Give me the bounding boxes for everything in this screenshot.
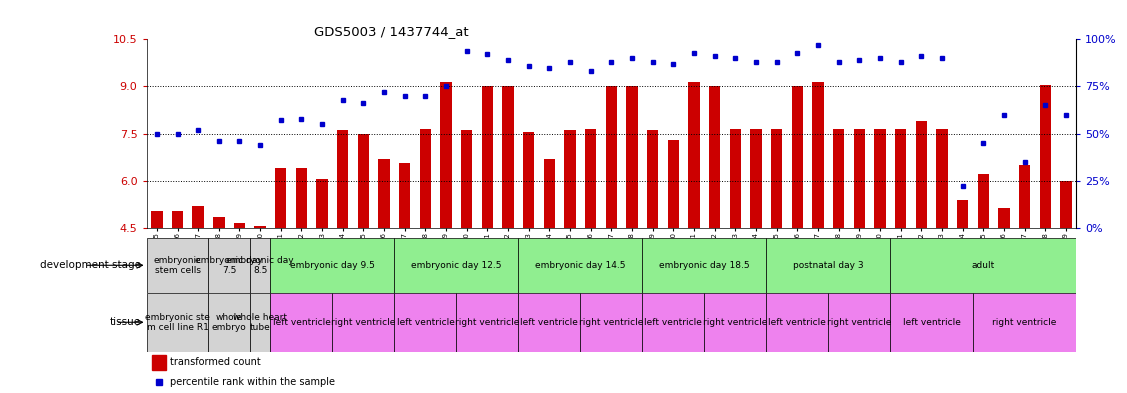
Bar <box>647 130 658 228</box>
Bar <box>456 293 518 352</box>
Text: embryonic day 14.5: embryonic day 14.5 <box>535 261 625 270</box>
Bar <box>729 129 742 228</box>
Bar <box>813 82 824 228</box>
Text: embryonic day 18.5: embryonic day 18.5 <box>659 261 749 270</box>
Text: left ventricle: left ventricle <box>521 318 578 327</box>
Text: whole heart
tube: whole heart tube <box>233 312 287 332</box>
Bar <box>357 134 370 228</box>
Bar <box>394 238 518 293</box>
Bar <box>233 223 246 228</box>
Bar <box>627 86 638 228</box>
Text: left ventricle: left ventricle <box>645 318 702 327</box>
Bar <box>147 238 208 293</box>
Text: left ventricle: left ventricle <box>397 318 454 327</box>
Bar <box>709 86 720 228</box>
Text: GDS5003 / 1437744_at: GDS5003 / 1437744_at <box>313 25 469 38</box>
Text: right ventricle: right ventricle <box>827 318 891 327</box>
Bar <box>875 129 886 228</box>
Bar <box>751 129 762 228</box>
Bar <box>250 238 270 293</box>
Text: whole
embryo: whole embryo <box>212 312 247 332</box>
Bar <box>295 168 308 228</box>
Bar <box>543 159 556 228</box>
Bar <box>481 86 494 228</box>
Bar <box>642 238 766 293</box>
Bar <box>332 293 394 352</box>
Bar <box>1019 165 1030 228</box>
Text: transformed count: transformed count <box>170 357 261 367</box>
Bar <box>704 293 766 352</box>
Text: embryonic ste
m cell line R1: embryonic ste m cell line R1 <box>145 312 210 332</box>
Text: right ventricle: right ventricle <box>993 318 1057 327</box>
Text: right ventricle: right ventricle <box>579 318 644 327</box>
Bar <box>1061 181 1072 228</box>
Bar <box>915 121 928 228</box>
Bar <box>565 130 576 228</box>
Bar <box>667 140 680 228</box>
Bar <box>419 129 432 228</box>
Bar <box>317 179 328 228</box>
Bar <box>937 129 948 228</box>
Bar <box>999 208 1010 228</box>
Text: right ventricle: right ventricle <box>455 318 520 327</box>
Bar <box>275 168 286 228</box>
Text: embryonic
stem cells: embryonic stem cells <box>153 255 202 275</box>
Bar <box>890 293 973 352</box>
Text: embryonic day
8.5: embryonic day 8.5 <box>227 255 294 275</box>
Bar <box>441 82 452 228</box>
Text: postnatal day 3: postnatal day 3 <box>793 261 863 270</box>
Bar <box>394 293 456 352</box>
Bar <box>503 86 514 228</box>
Text: right ventricle: right ventricle <box>331 318 396 327</box>
Bar <box>250 293 270 352</box>
Bar <box>461 130 472 228</box>
Bar <box>828 293 890 352</box>
Text: embryonic day
7.5: embryonic day 7.5 <box>195 255 263 275</box>
Bar <box>605 86 618 228</box>
Bar <box>379 159 390 228</box>
Bar <box>151 211 162 228</box>
Bar <box>585 129 596 228</box>
Bar <box>895 129 906 228</box>
Bar <box>890 238 1076 293</box>
Bar <box>580 293 642 352</box>
Bar <box>771 129 782 228</box>
Bar <box>642 293 704 352</box>
Bar <box>1039 85 1051 228</box>
Bar <box>766 238 890 293</box>
Bar <box>270 293 332 352</box>
Text: adult: adult <box>971 261 995 270</box>
Bar <box>766 293 828 352</box>
Text: development stage: development stage <box>39 260 141 270</box>
Bar <box>213 217 224 228</box>
Bar <box>791 86 804 228</box>
Bar <box>689 82 700 228</box>
Bar <box>973 293 1076 352</box>
Bar <box>171 211 184 228</box>
Text: left ventricle: left ventricle <box>273 318 330 327</box>
Bar <box>833 129 844 228</box>
Bar <box>957 200 968 228</box>
Bar <box>399 163 410 228</box>
Text: tissue: tissue <box>109 317 141 327</box>
Bar <box>208 238 250 293</box>
Text: left ventricle: left ventricle <box>903 318 960 327</box>
Text: embryonic day 9.5: embryonic day 9.5 <box>290 261 375 270</box>
Text: embryonic day 12.5: embryonic day 12.5 <box>411 261 502 270</box>
Bar <box>337 130 348 228</box>
Bar <box>270 238 394 293</box>
Bar <box>193 206 204 228</box>
Bar <box>147 293 208 352</box>
Text: percentile rank within the sample: percentile rank within the sample <box>170 377 335 387</box>
Bar <box>518 238 642 293</box>
Bar <box>523 132 534 228</box>
Bar <box>255 226 266 228</box>
Bar <box>853 129 866 228</box>
Bar <box>208 293 250 352</box>
Bar <box>518 293 580 352</box>
Bar <box>152 355 166 370</box>
Text: left ventricle: left ventricle <box>769 318 826 327</box>
Text: right ventricle: right ventricle <box>703 318 767 327</box>
Bar <box>977 174 990 228</box>
